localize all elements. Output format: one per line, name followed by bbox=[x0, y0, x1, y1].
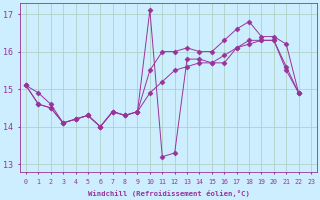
X-axis label: Windchill (Refroidissement éolien,°C): Windchill (Refroidissement éolien,°C) bbox=[88, 190, 249, 197]
